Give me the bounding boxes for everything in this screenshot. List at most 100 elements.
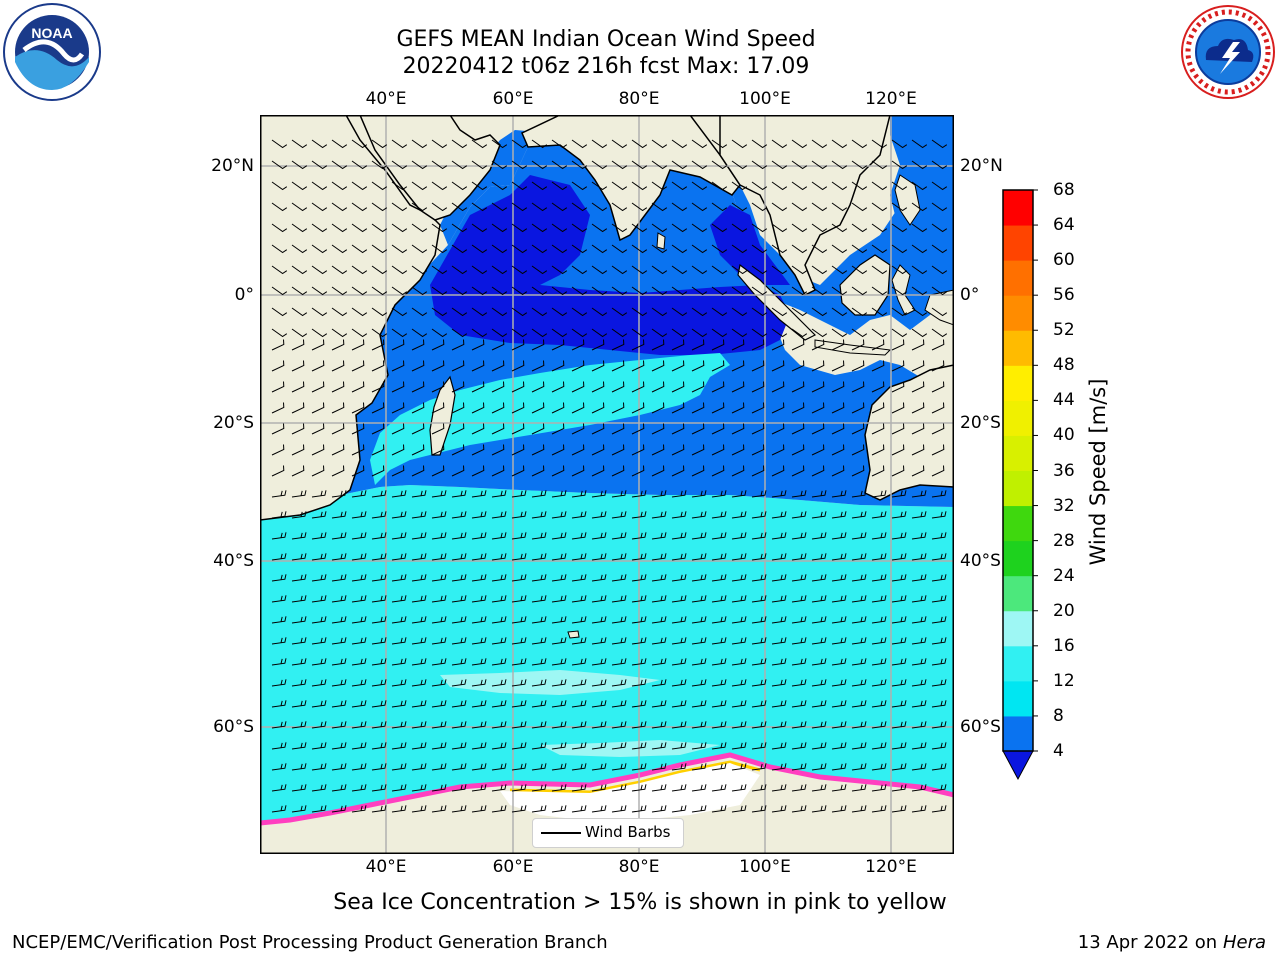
wind-barb (371, 160, 388, 170)
wind-barb (631, 444, 645, 456)
wind-barb (331, 679, 347, 687)
wind-barb (551, 532, 567, 540)
wind-barb (831, 360, 845, 372)
wind-barb (671, 286, 688, 296)
wind-barb (591, 742, 607, 750)
wind-barb (911, 805, 927, 813)
wind-barb (891, 784, 907, 792)
wind-barb (811, 423, 825, 435)
wind-barb (311, 679, 327, 687)
wind-barb (511, 286, 528, 296)
colorbar-label: 52 (1053, 320, 1075, 341)
lon-tick-top-80e: 80°E (618, 89, 660, 109)
sulawesi (891, 264, 916, 316)
wind-barb (931, 265, 948, 275)
wind-barb (551, 181, 568, 191)
wind-barb (851, 286, 868, 296)
wind-speed-map (260, 115, 954, 854)
wind-barb (651, 423, 665, 435)
wind-barb (531, 595, 547, 603)
wind-barb (271, 265, 288, 275)
wind-barb (331, 721, 347, 729)
wind-barb (811, 381, 825, 393)
wind-barb (511, 402, 525, 414)
wind-barb (391, 763, 407, 771)
wind-barb (331, 658, 347, 666)
wind-barb (791, 679, 807, 687)
colorbar-label: 4 (1053, 741, 1064, 761)
wind-barb (511, 265, 528, 275)
wind-barb (491, 784, 507, 792)
lat-tick-left-0: 0° (234, 285, 254, 305)
noaa-logo-text: NOAA (31, 25, 72, 41)
wind-barb (451, 595, 467, 603)
wind-barb (511, 742, 527, 750)
wind-barb (891, 360, 905, 372)
wind-barb (651, 679, 667, 687)
wind-barb (611, 465, 625, 477)
wind-barb (931, 465, 945, 477)
wind-barb (631, 658, 647, 666)
wind-barb (631, 223, 648, 233)
wind-barb (291, 742, 307, 750)
wind-barb (451, 223, 468, 233)
wind-barb (731, 328, 748, 338)
wind-barb (611, 679, 627, 687)
wind-barb (551, 637, 567, 645)
wind-barb (391, 784, 407, 792)
wind-barb (271, 286, 288, 296)
wind-barb (651, 360, 665, 372)
wind-barb (511, 658, 527, 666)
wind-barb (891, 595, 907, 603)
wind-barb (891, 511, 907, 519)
wind-barb (291, 532, 307, 540)
wind-barb (391, 160, 408, 170)
wind-barb (611, 181, 628, 191)
wind-barb (271, 465, 285, 477)
wind-barb (591, 328, 608, 338)
wind-barb (271, 423, 285, 435)
wind-barb (471, 721, 487, 729)
colorbar-label: 20 (1053, 600, 1075, 621)
wind-barb (711, 637, 727, 645)
wind-barb (311, 637, 327, 645)
wind-barb (911, 381, 925, 393)
wind-barb (331, 805, 347, 813)
wind-barb (431, 574, 447, 582)
wind-barb (391, 360, 405, 372)
wind-barb (831, 328, 848, 338)
wind-barb (831, 511, 847, 519)
colorbar-bin (1003, 330, 1033, 366)
wind-barb (471, 616, 487, 624)
wind-barb (811, 465, 825, 477)
wind-barb (391, 265, 408, 275)
wind-barb (891, 574, 907, 582)
wind-barb (551, 139, 568, 149)
wind-barb (431, 202, 448, 212)
wind-barb (411, 784, 427, 792)
wind-barb (831, 265, 848, 275)
wind-barb (291, 223, 308, 233)
wind-barb (671, 595, 687, 603)
wind-barb (791, 595, 807, 603)
wind-barb (311, 139, 328, 149)
wind-barb (891, 328, 908, 338)
wind-barb (811, 700, 827, 708)
wind-barb (931, 574, 947, 582)
wind-barb (691, 511, 707, 519)
wind-barb (651, 244, 668, 254)
wind-barb (911, 444, 925, 456)
wind-barb (291, 381, 305, 393)
wind-barb (811, 721, 827, 729)
wind-barb (511, 160, 528, 170)
wind-barb (451, 381, 465, 393)
wind-barb (831, 202, 848, 212)
wind-barb (391, 805, 407, 813)
wind-barb (651, 202, 668, 212)
wind-barb (631, 307, 648, 317)
wind-barb (271, 307, 288, 317)
wind-barb (471, 637, 487, 645)
wind-barb (271, 202, 288, 212)
wind-barb (571, 402, 585, 414)
wind-barb (391, 307, 408, 317)
